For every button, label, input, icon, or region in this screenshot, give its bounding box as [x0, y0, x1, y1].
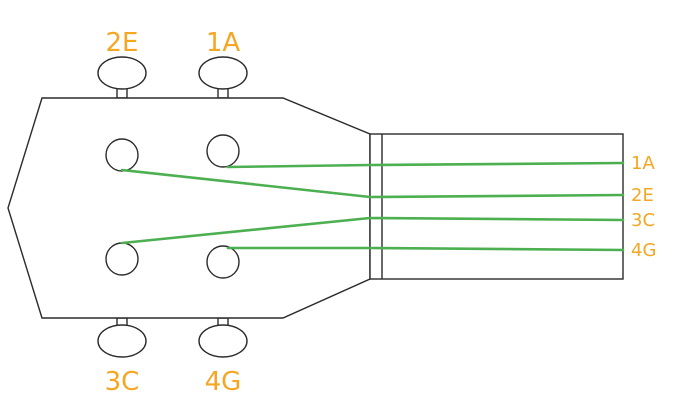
peg-label-bottom-right: 4G — [205, 367, 242, 397]
post-hole-top-left — [105, 138, 139, 172]
tuning-peg-top-right — [198, 56, 248, 90]
string-2e — [120, 168, 625, 199]
post-hole-bottom-left — [105, 242, 139, 276]
string-3c — [120, 216, 625, 245]
peg-label-top-right: 1A — [206, 28, 241, 58]
tuning-peg-bottom-right — [198, 324, 248, 358]
post-hole-top-right — [206, 134, 240, 168]
string-1a — [226, 161, 625, 169]
strings — [120, 161, 625, 252]
tuning-peg-top-left — [97, 56, 147, 90]
string-label-3c: 3C — [631, 210, 655, 231]
string-label-4g: 4G — [631, 240, 656, 261]
peg-label-bottom-left: 3C — [105, 367, 140, 397]
post-hole-bottom-right — [206, 245, 240, 279]
string-label-1a: 1A — [631, 153, 655, 174]
peg-label-top-left: 2E — [106, 28, 139, 58]
string-label-2e: 2E — [631, 185, 654, 206]
headstock-outline — [7, 97, 371, 319]
fretboard — [369, 133, 624, 280]
string-4g — [226, 246, 625, 252]
tuning-peg-bottom-left — [97, 324, 147, 358]
